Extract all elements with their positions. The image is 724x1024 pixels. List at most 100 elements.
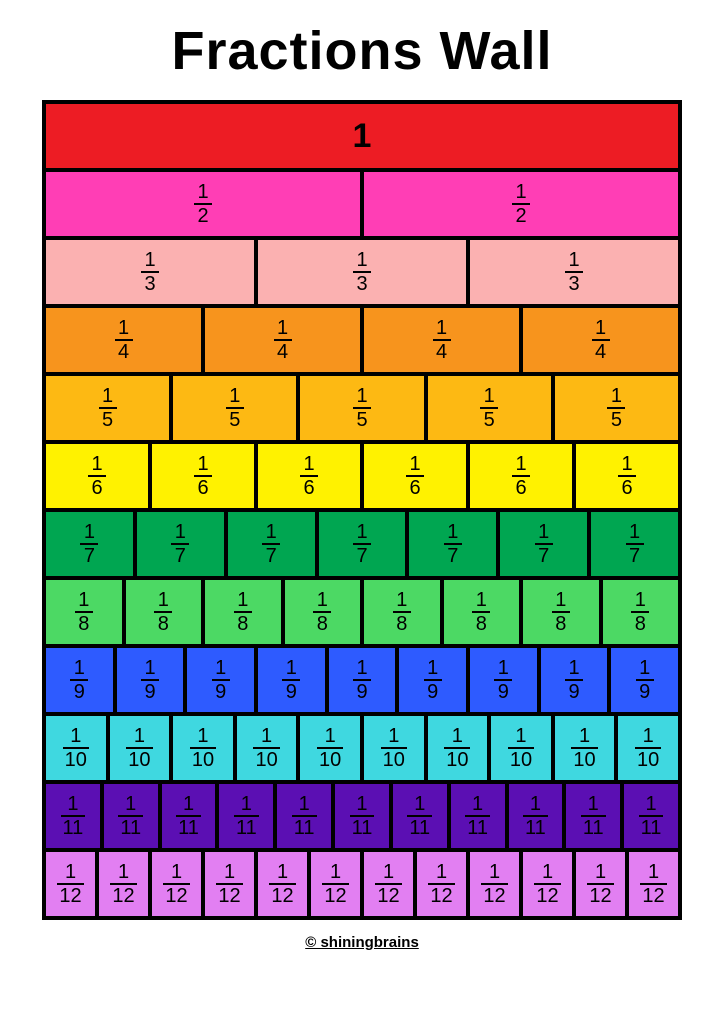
fraction-numerator: 1 [213, 658, 228, 679]
fraction-numerator: 1 [169, 862, 184, 883]
fraction-denominator: 5 [226, 407, 244, 430]
fraction-label: 18 [75, 590, 93, 634]
fraction-cell: 112 [362, 850, 415, 918]
fraction-numerator: 1 [646, 862, 661, 883]
fraction-cell: 15 [44, 374, 171, 442]
fraction-denominator: 12 [110, 883, 136, 906]
fraction-numerator: 1 [63, 862, 78, 883]
fraction-label: 16 [618, 454, 636, 498]
fraction-denominator: 11 [118, 815, 143, 838]
fraction-numerator: 1 [434, 318, 449, 339]
fraction-label: 111 [523, 794, 548, 838]
fraction-cell: 17 [498, 510, 589, 578]
fraction-denominator: 7 [171, 543, 189, 566]
fraction-cell: 111 [564, 782, 622, 850]
fraction-label: 111 [581, 794, 606, 838]
fraction-denominator: 12 [587, 883, 613, 906]
fraction-label: 111 [350, 794, 375, 838]
fraction-label: 12 [512, 182, 530, 226]
page-title: Fractions Wall [171, 20, 552, 82]
fraction-label: 18 [313, 590, 331, 634]
fraction-cell: 110 [235, 714, 299, 782]
fraction-label: 18 [472, 590, 490, 634]
fraction-label: 110 [63, 726, 89, 770]
fractions-wall: 1121213131314141414151515151516161616161… [42, 100, 682, 920]
fraction-cell: 112 [521, 850, 574, 918]
fraction-label: 12 [194, 182, 212, 226]
fraction-label: 18 [631, 590, 649, 634]
fraction-label: 19 [565, 658, 583, 702]
fraction-denominator: 9 [141, 679, 159, 702]
fraction-cell: 13 [44, 238, 256, 306]
fraction-numerator: 1 [633, 590, 648, 611]
fraction-numerator: 1 [553, 590, 568, 611]
fraction-row-12: 112112112112112112112112112112112112 [44, 850, 680, 918]
fraction-denominator: 10 [381, 747, 407, 770]
fraction-cell: 12 [362, 170, 680, 238]
fraction-denominator: 7 [262, 543, 280, 566]
fraction-row-6: 161616161616 [44, 442, 680, 510]
fraction-numerator: 1 [450, 726, 465, 747]
fraction-cell: 15 [171, 374, 298, 442]
fraction-numerator: 1 [72, 658, 87, 679]
fraction-cell: 12 [44, 170, 362, 238]
fraction-denominator: 6 [512, 475, 530, 498]
fraction-cell: 112 [574, 850, 627, 918]
fraction-denominator: 6 [618, 475, 636, 498]
fraction-label: 112 [640, 862, 666, 906]
fraction-cell: 111 [333, 782, 391, 850]
fraction-cell: 17 [226, 510, 317, 578]
fraction-cell: 111 [622, 782, 680, 850]
fraction-numerator: 1 [593, 318, 608, 339]
fraction-label: 17 [535, 522, 553, 566]
fraction-denominator: 5 [607, 407, 625, 430]
fraction-denominator: 8 [393, 611, 411, 634]
fraction-label: 16 [406, 454, 424, 498]
fraction-denominator: 10 [635, 747, 661, 770]
fraction-denominator: 10 [63, 747, 89, 770]
fraction-cell: 19 [468, 646, 539, 714]
fraction-denominator: 4 [592, 339, 610, 362]
fraction-denominator: 12 [428, 883, 454, 906]
fraction-denominator: 8 [631, 611, 649, 634]
fraction-cell: 111 [102, 782, 160, 850]
fraction-row-3: 131313 [44, 238, 680, 306]
fraction-cell: 18 [203, 578, 283, 646]
fraction-cell: 110 [108, 714, 172, 782]
fraction-numerator: 1 [222, 862, 237, 883]
fraction-denominator: 7 [444, 543, 462, 566]
fraction-cell: 112 [44, 850, 97, 918]
fraction-denominator: 10 [571, 747, 597, 770]
fraction-cell: 16 [362, 442, 468, 510]
fraction-cell: 19 [397, 646, 468, 714]
fraction-cell: 112 [150, 850, 203, 918]
fraction-numerator: 1 [609, 386, 624, 407]
fraction-denominator: 5 [99, 407, 117, 430]
fraction-numerator: 1 [301, 454, 316, 475]
fraction-cell: 111 [449, 782, 507, 850]
fraction-denominator: 7 [353, 543, 371, 566]
fraction-numerator: 1 [513, 726, 528, 747]
fraction-numerator: 1 [173, 522, 188, 543]
fraction-numerator: 1 [142, 658, 157, 679]
fraction-denominator: 9 [353, 679, 371, 702]
fraction-label: 13 [565, 250, 583, 294]
fraction-cell: 18 [601, 578, 681, 646]
fraction-denominator: 11 [350, 815, 375, 838]
fraction-denominator: 2 [512, 203, 530, 226]
fraction-numerator: 1 [116, 862, 131, 883]
fraction-denominator: 12 [269, 883, 295, 906]
fraction-label: 14 [115, 318, 133, 362]
fraction-cell: 18 [44, 578, 124, 646]
fraction-numerator: 1 [482, 386, 497, 407]
fraction-numerator: 1 [394, 590, 409, 611]
credit-text: © shiningbrains [305, 934, 419, 951]
fraction-denominator: 11 [639, 815, 664, 838]
fraction-denominator: 10 [508, 747, 534, 770]
fraction-denominator: 11 [176, 815, 201, 838]
fraction-label: 112 [110, 862, 136, 906]
fraction-numerator: 1 [315, 590, 330, 611]
fraction-denominator: 4 [115, 339, 133, 362]
fraction-denominator: 9 [70, 679, 88, 702]
fraction-cell: 15 [298, 374, 425, 442]
